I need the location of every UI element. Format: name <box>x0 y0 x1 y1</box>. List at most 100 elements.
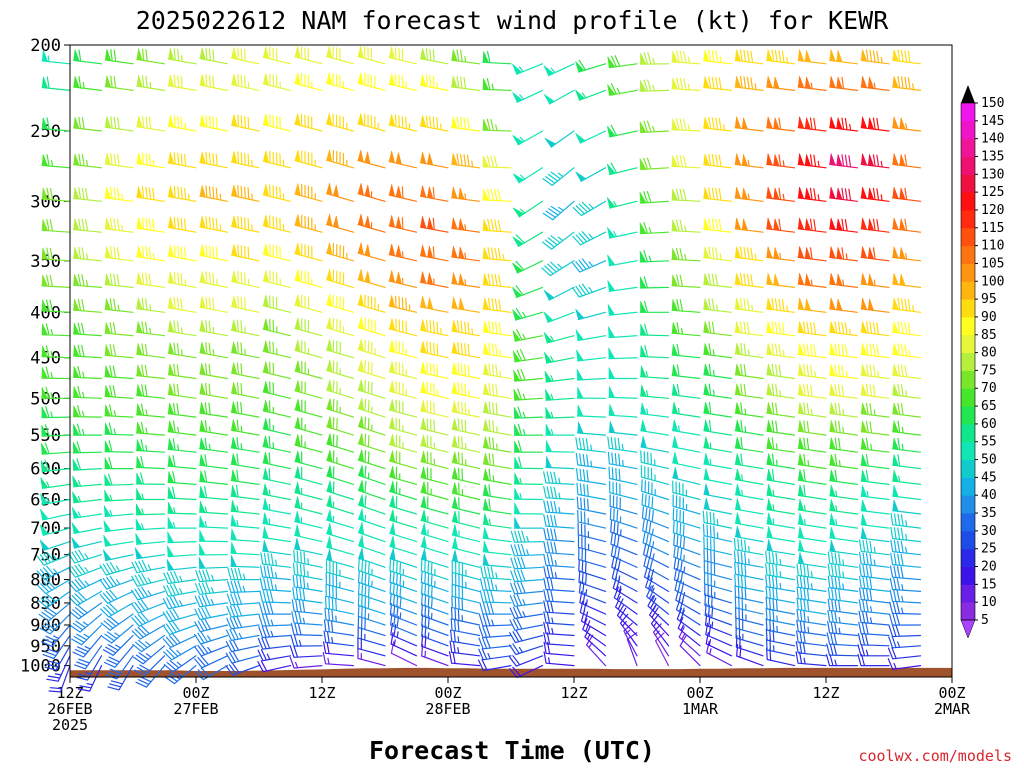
wind-barb <box>421 592 449 615</box>
wind-barb <box>357 113 386 132</box>
wind-barb-lines <box>37 590 71 609</box>
wind-barb-lines <box>612 576 638 604</box>
wind-barb-pennant <box>358 415 365 429</box>
wind-barb <box>704 603 733 626</box>
wind-barb-pennant <box>766 420 773 433</box>
wind-barb <box>357 636 386 657</box>
wind-barb <box>199 319 229 337</box>
wind-barb <box>262 435 292 453</box>
wind-barb-pennant <box>199 470 206 483</box>
wind-barb-lines <box>576 468 607 485</box>
wind-barb-lines <box>199 296 229 313</box>
wind-barb <box>829 186 859 202</box>
wind-barb <box>198 543 229 556</box>
wind-barb-lines <box>671 77 701 91</box>
wind-barb <box>827 609 859 626</box>
wind-barb <box>104 48 134 65</box>
wind-barb <box>889 589 922 604</box>
wind-barb-pennant <box>136 297 143 310</box>
wind-barb <box>136 343 166 359</box>
wind-barb-pennant <box>230 469 238 482</box>
wind-barb <box>578 580 607 604</box>
wind-barb-lines <box>194 582 229 595</box>
wind-barb <box>40 477 71 489</box>
wind-barb-pennant <box>231 319 238 332</box>
wind-barb <box>294 399 323 418</box>
wind-barb <box>195 569 229 583</box>
wind-barb <box>294 466 323 485</box>
wind-barb-lines <box>291 611 323 626</box>
wind-barb <box>703 343 733 359</box>
wind-barb-pennant <box>388 184 402 199</box>
wind-barb-lines <box>231 47 260 65</box>
wind-barb <box>578 570 607 592</box>
x-tick-label: 12Z <box>560 684 587 702</box>
wind-barb <box>100 602 134 618</box>
wind-barb-pennant <box>703 452 710 466</box>
wind-barb-pennant <box>199 185 206 198</box>
wind-barb-lines <box>543 527 575 543</box>
wind-barb <box>827 575 859 592</box>
wind-barb-pennant <box>231 47 238 60</box>
colorbar-tick-label: 35 <box>981 506 997 521</box>
wind-barb <box>610 544 638 568</box>
colorbar-segment <box>961 388 975 407</box>
wind-barb <box>199 151 229 169</box>
wind-barb <box>482 436 512 453</box>
wind-barb-lines <box>572 231 607 246</box>
wind-barb <box>357 522 386 543</box>
wind-barb <box>136 439 166 453</box>
wind-barb <box>734 383 764 399</box>
wind-barb <box>257 649 292 662</box>
wind-barb-lines <box>611 566 638 592</box>
wind-barb <box>734 498 764 515</box>
wind-barb-pennant <box>135 533 143 545</box>
wind-barb-pennant <box>860 485 868 498</box>
wind-barb <box>859 552 890 568</box>
wind-barb-lines <box>576 482 607 501</box>
wind-barb-pennant <box>326 509 333 523</box>
wind-barb <box>545 406 575 419</box>
wind-barb <box>291 611 323 626</box>
wind-barb <box>199 454 229 470</box>
wind-barb-pennant <box>41 424 49 437</box>
wind-barb <box>325 72 355 91</box>
wind-barb-lines <box>478 658 512 672</box>
wind-barb-lines <box>389 570 418 592</box>
wind-barb <box>513 388 544 401</box>
wind-barb-pennant <box>262 318 270 331</box>
wind-barb-pennant <box>703 483 710 496</box>
wind-barb <box>322 652 355 667</box>
wind-barb <box>576 386 607 399</box>
wind-barb-pennant <box>451 217 465 231</box>
wind-barb-pennant <box>671 155 679 167</box>
wind-barb <box>194 643 229 657</box>
wind-barb-lines <box>421 624 449 647</box>
wind-barb <box>231 114 260 132</box>
wind-barb <box>890 552 922 568</box>
wind-barb-lines <box>420 319 449 337</box>
wind-barb-pennant <box>482 188 490 201</box>
wind-barb-lines <box>195 569 229 583</box>
wind-barb-lines <box>451 572 481 592</box>
wind-barb-lines <box>388 361 418 380</box>
wind-barb-lines <box>890 526 922 543</box>
wind-barb-pennant <box>199 319 206 333</box>
wind-barb-pennant <box>294 294 301 307</box>
wind-barb-lines <box>543 486 575 501</box>
wind-barb-lines <box>131 573 166 587</box>
wind-barb-lines <box>829 321 859 337</box>
wind-barb <box>734 402 764 418</box>
wind-barb <box>482 468 512 485</box>
wind-barb-lines <box>167 297 197 313</box>
wind-barb-lines <box>766 321 796 337</box>
wind-barb-lines <box>734 246 764 262</box>
wind-barb-lines <box>543 540 575 556</box>
wind-barb <box>230 453 260 470</box>
wind-barb <box>421 614 449 637</box>
wind-barb-lines <box>132 634 166 653</box>
wind-barb-lines <box>227 580 260 593</box>
wind-barb-lines <box>646 585 670 615</box>
colorbar-tick-label: 125 <box>981 185 1004 200</box>
wind-barb <box>672 507 701 529</box>
